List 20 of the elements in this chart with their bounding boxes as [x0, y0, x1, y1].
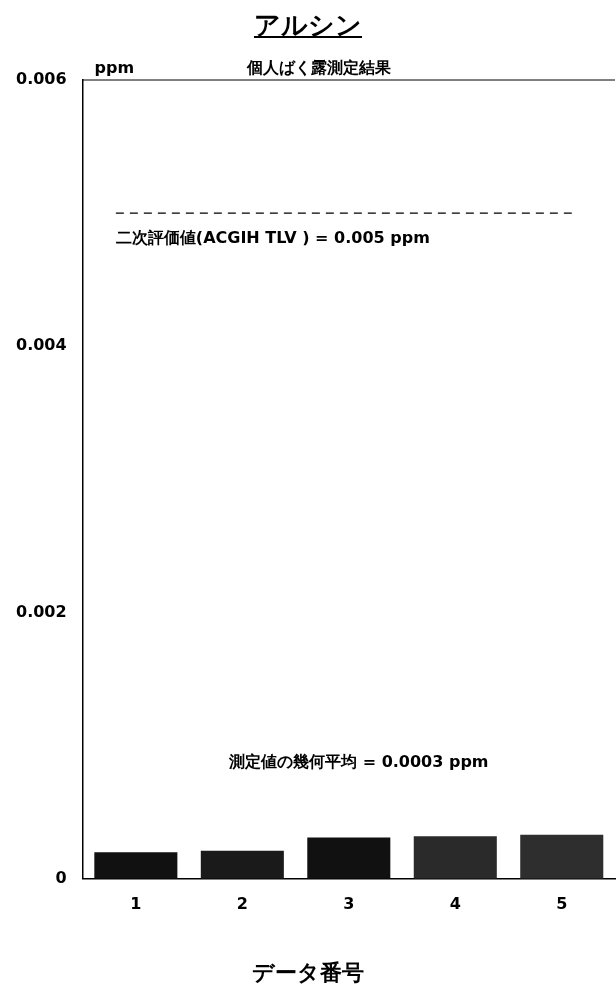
x-tick-label: 3 [343, 893, 355, 913]
bar [200, 850, 284, 879]
ref-line-label: 二次評価値(ACGIH TLV ) = 0.005 ppm [115, 228, 430, 248]
chart-subtitle: 個人ばく露測定結果 [245, 58, 392, 78]
x-tick-label: 1 [130, 893, 142, 913]
bar [413, 836, 497, 879]
y-tick-label: 0.006 [16, 69, 67, 89]
y-tick-label: 0.002 [16, 601, 67, 621]
x-tick-label: 2 [236, 893, 248, 913]
x-tick-label: 4 [449, 893, 461, 913]
x-tick-label: 5 [556, 893, 568, 913]
y-tick-label: 0.004 [16, 335, 67, 355]
y-axis-title: ppm [94, 58, 135, 78]
bar [94, 852, 178, 879]
chart-title: アルシン [253, 9, 363, 42]
bar [307, 837, 391, 879]
bar [520, 834, 604, 879]
y-tick-label: 0 [55, 867, 67, 887]
x-axis-title: データ番号 [251, 959, 365, 987]
annotation: 測定値の幾何平均 = 0.0003 ppm [228, 752, 489, 772]
